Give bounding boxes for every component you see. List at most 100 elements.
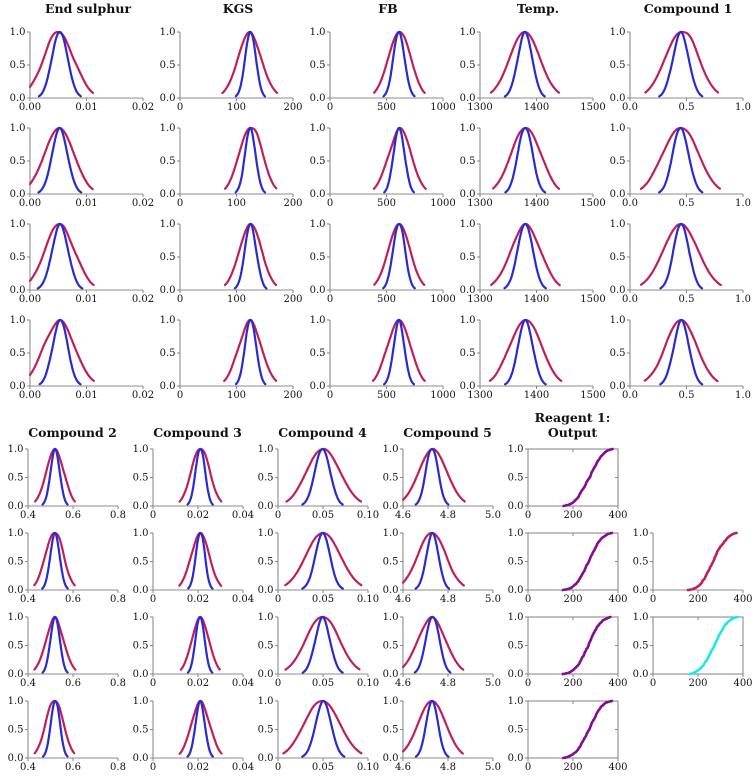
y-tick-label: 0.5	[383, 641, 399, 652]
wide-density-curve	[643, 318, 719, 383]
axes	[525, 616, 619, 677]
y-tick-label: 0.5	[133, 641, 149, 652]
y-tick-label: 0.0	[258, 501, 274, 512]
empty-panel-row4-col6	[627, 692, 752, 776]
tick-labels: 1300 1400 1500 0.0 0.5 1.0	[460, 27, 606, 113]
x-tick-label: 0.0	[622, 294, 638, 305]
y-tick-label: 0.0	[383, 585, 399, 596]
tick-labels: 4.6 4.8 5.0 0.0 0.5 1.0	[383, 612, 501, 689]
tick-labels: 4.6 4.8 5.0 0.0 0.5 1.0	[383, 444, 501, 521]
x-tick-label: 400	[608, 510, 627, 521]
density-panel-row2-col2: 0 0.02 0.04 0.0 0.5 1.0	[127, 524, 255, 608]
axes	[627, 319, 744, 389]
y-tick-label: 0.5	[610, 60, 626, 71]
density-panel-row1-col4: 1300 1400 1500 0.0 0.5 1.0	[452, 20, 606, 116]
y-tick-label: 0.5	[383, 725, 399, 736]
density-panel-row2-col1: 0.4 0.6 0.8 0.0 0.5 1.0	[2, 524, 127, 608]
narrow-density-curve	[383, 318, 415, 386]
cdf-curve	[561, 531, 614, 592]
x-tick-label: 1300	[467, 390, 492, 401]
tick-labels: 1300 1400 1500 0.0 0.5 1.0	[460, 219, 606, 305]
density-panel-row1-col2: 0 0.02 0.04 0.0 0.5 1.0	[127, 440, 255, 524]
density-plot-row4-col2: 0 0.02 0.04 0.0 0.5 1.0	[133, 696, 255, 773]
x-tick-label: 4.6	[395, 678, 411, 689]
y-tick-label: 1.0	[258, 444, 274, 455]
plot-frame	[527, 448, 619, 507]
panel-title-compound-2: Compound 2	[28, 424, 117, 440]
wide-density-curve	[285, 447, 363, 503]
axes	[27, 319, 144, 389]
wide-density-curve	[28, 126, 94, 191]
axes	[150, 616, 244, 677]
y-tick-label: 1.0	[10, 219, 26, 230]
density-plot-row3-col1: 0.4 0.6 0.8 0.0 0.5 1.0	[8, 612, 126, 689]
cdf-plot-row2-col5: 0 200 400 0.0 0.5 1.0	[508, 528, 628, 605]
tick-labels: 0 0.05 0.10 0.0 0.5 1.0	[258, 444, 380, 521]
y-tick-label: 0.5	[160, 252, 176, 263]
cdf-plot-row3-col5: 0 200 400 0.0 0.5 1.0	[508, 612, 628, 689]
y-tick-label: 0.0	[460, 93, 476, 104]
density-plot-row3-col2: 0 100 200 0.0 0.5 1.0	[160, 219, 303, 305]
narrow-density-curve	[504, 318, 547, 386]
x-tick-label: 1300	[467, 102, 492, 113]
x-tick-label: 5.0	[485, 762, 501, 773]
density-plot-row1-col1: 0.00 0.01 0.02 0.0 0.5 1.0	[10, 27, 155, 113]
y-tick-label: 1.0	[610, 219, 626, 230]
x-tick-label: 200	[563, 594, 582, 605]
x-tick-label: 0	[177, 390, 183, 401]
x-tick-label: 500	[377, 102, 396, 113]
wide-density-curve	[488, 318, 563, 382]
y-tick-label: 1.0	[460, 315, 476, 326]
x-tick-label: 4.8	[440, 594, 456, 605]
narrow-density-curve	[186, 699, 214, 758]
cdf-plot-row2-col6: 0 200 400 0.0 0.5 1.0	[633, 528, 753, 605]
narrow-density-curve	[41, 447, 69, 506]
y-tick-label: 1.0	[133, 612, 149, 623]
axis-lines	[329, 320, 443, 387]
wide-density-curve	[373, 30, 426, 94]
axes	[477, 223, 594, 293]
panel-title-blank	[627, 410, 752, 440]
y-tick-label: 0.5	[258, 641, 274, 652]
panel-title-reagent-1-output: Reagent 1: Output	[534, 410, 611, 440]
tick-labels: 0.00 0.01 0.02 0.0 0.5 1.0	[10, 315, 155, 401]
y-tick-label: 0.5	[310, 156, 326, 167]
x-tick-label: 1500	[580, 198, 605, 209]
x-tick-label: 4.6	[395, 510, 411, 521]
cdf-panel-row3-col5: 0 200 400 0.0 0.5 1.0	[502, 608, 628, 692]
axes	[177, 127, 294, 197]
narrow-density-curve	[301, 531, 344, 590]
x-tick-label: 0	[177, 102, 183, 113]
x-tick-label: 0.5	[679, 198, 695, 209]
density-panel-row4-col5: 0.0 0.5 1.0 0.0 0.5 1.0	[602, 308, 752, 404]
y-tick-label: 0.5	[383, 557, 399, 568]
narrow-density-curve	[301, 699, 346, 758]
wide-density-curve	[179, 615, 221, 671]
x-tick-label: 1400	[524, 102, 549, 113]
density-plot-row2-col5: 0.0 0.5 1.0 0.0 0.5 1.0	[610, 123, 751, 209]
y-tick-label: 0.0	[160, 381, 176, 392]
narrow-density-curve	[41, 615, 69, 674]
density-panel-row4-col2: 0 0.02 0.04 0.0 0.5 1.0	[127, 692, 255, 776]
x-tick-label: 200	[283, 198, 302, 209]
y-tick-label: 0.5	[610, 156, 626, 167]
x-tick-label: 5.0	[485, 594, 501, 605]
axes	[627, 31, 744, 101]
density-plot-row1-col2: 0 100 200 0.0 0.5 1.0	[160, 27, 303, 113]
y-tick-label: 1.0	[8, 528, 24, 539]
x-tick-label: 100	[227, 102, 246, 113]
wide-density-curve	[33, 531, 76, 587]
y-tick-label: 0.0	[310, 93, 326, 104]
y-tick-label: 1.0	[160, 27, 176, 38]
x-tick-label: 0.02	[187, 762, 209, 773]
x-tick-label: 0.01	[75, 390, 97, 401]
tick-labels: 0 200 400 0.0 0.5 1.0	[508, 444, 628, 521]
density-plot-row2-col1: 0.00 0.01 0.02 0.0 0.5 1.0	[10, 123, 155, 209]
axes	[27, 31, 144, 101]
x-tick-label: 1500	[580, 102, 605, 113]
axes	[525, 700, 619, 761]
axes	[400, 532, 494, 593]
x-tick-label: 1500	[580, 390, 605, 401]
x-tick-label: 0	[650, 678, 656, 689]
density-plot-row1-col2: 0 0.02 0.04 0.0 0.5 1.0	[133, 444, 255, 521]
